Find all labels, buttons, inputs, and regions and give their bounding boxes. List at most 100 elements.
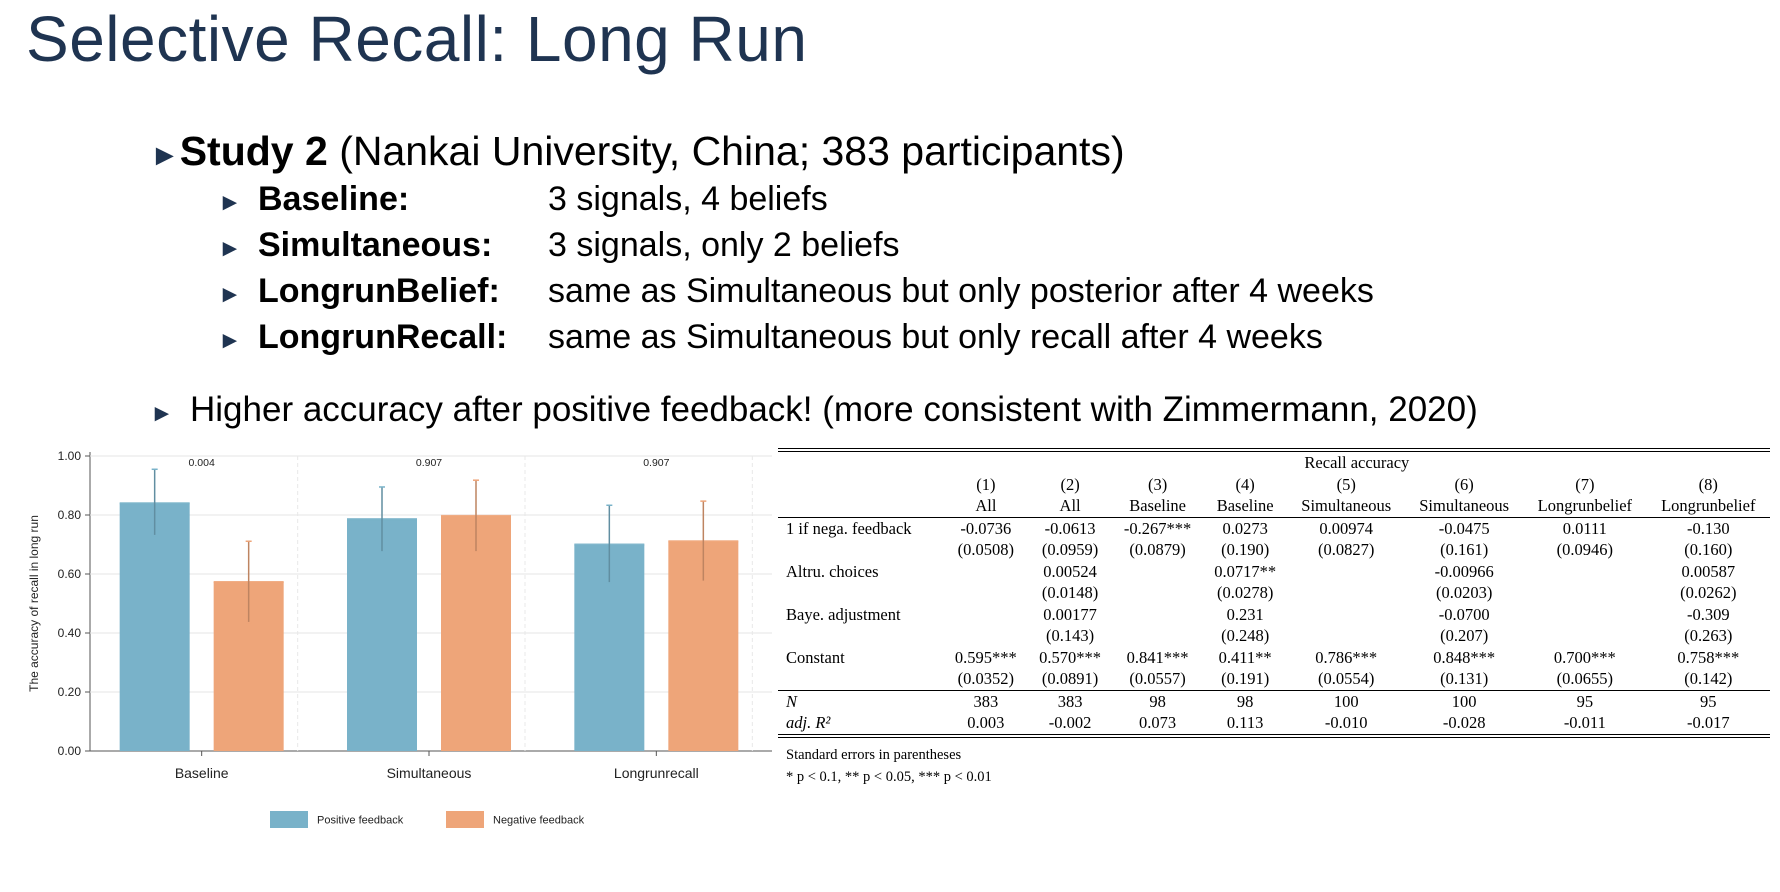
stats-cell: -0.028 [1442,713,1486,732]
table-cell [1287,625,1405,647]
table-cell: (0.0557) [1129,669,1186,688]
column-name: Longrunbelief [1661,496,1756,515]
stats-cell: 100 [1287,689,1406,712]
stats-cell: 98 [1203,689,1288,712]
table-row: Constant 0.595*** 0.570*** 0.841*** 0.411** 0… [778,647,1770,669]
table-cell: (0.0946) [1556,540,1614,559]
table-cell: 0.00524 [1043,561,1097,581]
table-cell: 0.570*** [1039,647,1102,667]
treatment-desc: same as Simultaneous but only recall aft… [548,318,1323,356]
row-label: Constant [786,647,845,667]
stats-cell: 100 [1405,689,1524,712]
table-cell: (0.191) [1221,669,1270,688]
treatment-label: Baseline [258,180,398,218]
table-cell: (0.263) [1684,626,1733,645]
stats-cell: 0.003 [967,713,1005,732]
table-cell: (0.0148) [1041,583,1099,602]
treatment-item: ► LongrunRecall: same as Simultaneous but … [218,318,1323,356]
row-label [778,582,944,604]
table-cell [1523,604,1646,626]
stats-cell: -0.011 [1563,713,1606,732]
table-cell: 0.00587 [1681,561,1736,581]
column-name: All [975,496,997,515]
dependent-variable-title: Recall accuracy [1304,453,1410,472]
column-number: (8) [1698,474,1718,494]
table-cell: 0.848*** [1433,647,1496,667]
bar [441,515,511,751]
y-axis-label: The accuracy of recall in long run [27,515,41,692]
table-cell: 0.0111 [1523,516,1647,539]
treatment-desc: 3 signals, only 2 beliefs [548,226,900,264]
legend-label: Positive feedback [317,815,404,827]
column-name: Baseline [1129,496,1187,515]
table-cell: (0.207) [1440,626,1489,645]
p-value-label: 0.907 [416,457,442,469]
row-label: Baye. adjustment [786,604,901,624]
stats-row: N 383 383 98 98 100 100 95 95 [778,689,1770,712]
column-name-row: All All Baseline Baseline Simultaneous Simult… [778,495,1770,517]
treatment-item: ► Simultaneous: 3 signals, only 2 beliefs [218,226,900,264]
note-standard-errors: Standard errors in parentheses [786,746,962,763]
table-cell [1112,582,1203,604]
table-cell: (0.248) [1221,626,1270,645]
x-category-label: Simultaneous [387,765,472,781]
table-cell: (0.0959) [1041,540,1099,559]
treatment-label: Simultaneous [258,226,481,264]
table-cell: 0.0717** [1214,561,1277,581]
column-name: Baseline [1216,496,1274,515]
treatment-item: ► LongrunBelief: same as Simultaneous but … [218,272,1374,310]
table-cell: 0.411** [1218,647,1272,667]
table-cell: 0.786*** [1315,647,1378,667]
bullet-triangle-icon: ► [150,400,174,427]
table-cell: 0.841*** [1126,647,1189,667]
row-label: 1 if nega. feedback [778,516,944,539]
table-cell: (0.0879) [1129,540,1186,559]
stats-row: adj. R² 0.003 -0.002 0.073 0.113 -0.010 -0.028… [778,712,1770,734]
table-cell: 0.758*** [1677,647,1740,667]
y-tick-label: 0.60 [58,567,82,581]
table-cell [944,582,1028,604]
table-row: (0.0148) (0.0278) (0.0203) (0.0262) [778,582,1770,604]
table-cell: (0.0655) [1556,669,1614,688]
row-label [778,539,944,561]
table-cell: -0.0475 [1405,516,1524,539]
row-label [778,668,944,690]
treatment-desc: same as Simultaneous but only posterior … [548,272,1374,310]
bullet-triangle-icon: ► [218,235,242,262]
table-cell: -0.267*** [1112,516,1204,539]
bullet-triangle-icon: ► [218,189,242,216]
study-bullet: ►Study 2 (Nankai University, China; 383 … [150,128,1125,175]
column-name: Simultaneous [1419,496,1510,515]
column-number: (3) [1147,474,1168,494]
table-cell: (0.0891) [1041,669,1099,688]
treatment-label: LongrunRecall [258,318,497,356]
table-cell: (0.0352) [957,669,1015,688]
y-tick-label: 1.00 [58,449,82,463]
table-cell [944,625,1028,647]
table-row: (0.0352) (0.0891) (0.0557) (0.191) (0.0554) (… [778,668,1770,690]
treatment-item: ► Baseline: 3 signals, 4 beliefs [218,180,828,218]
row-label [778,625,944,647]
note-significance: * p < 0.1, ** p < 0.05, *** p < 0.01 [786,768,992,785]
p-value-label: 0.004 [189,457,215,469]
table-row: Baye. adjustment 0.00177 0.231 -0.0700 -0.30… [778,604,1770,626]
table-cell: (0.160) [1684,540,1733,559]
column-number: (5) [1336,474,1356,494]
legend-label: Negative feedback [493,815,585,827]
p-value-label: 0.907 [643,457,669,469]
table-cell: -0.130 [1646,516,1770,539]
stats-cell: 383 [943,689,1028,712]
row-label: Altru. choices [786,561,879,581]
finding-text: Higher accuracy after positive feedback!… [190,390,1478,429]
table-cell: (0.143) [1046,626,1095,645]
legend-swatch [270,811,308,828]
stats-cell: -0.010 [1324,713,1368,732]
table-cell: (0.0203) [1435,583,1493,602]
header-blank [778,452,944,474]
row-label [778,495,944,517]
table-cell: (0.0827) [1318,540,1375,559]
table-cell: (0.0554) [1318,669,1375,688]
table-row: Altru. choices 0.00524 0.0717** -0.00966 0.0… [778,561,1770,583]
column-name: All [1059,496,1081,515]
table-cell: -0.0700 [1438,604,1490,624]
